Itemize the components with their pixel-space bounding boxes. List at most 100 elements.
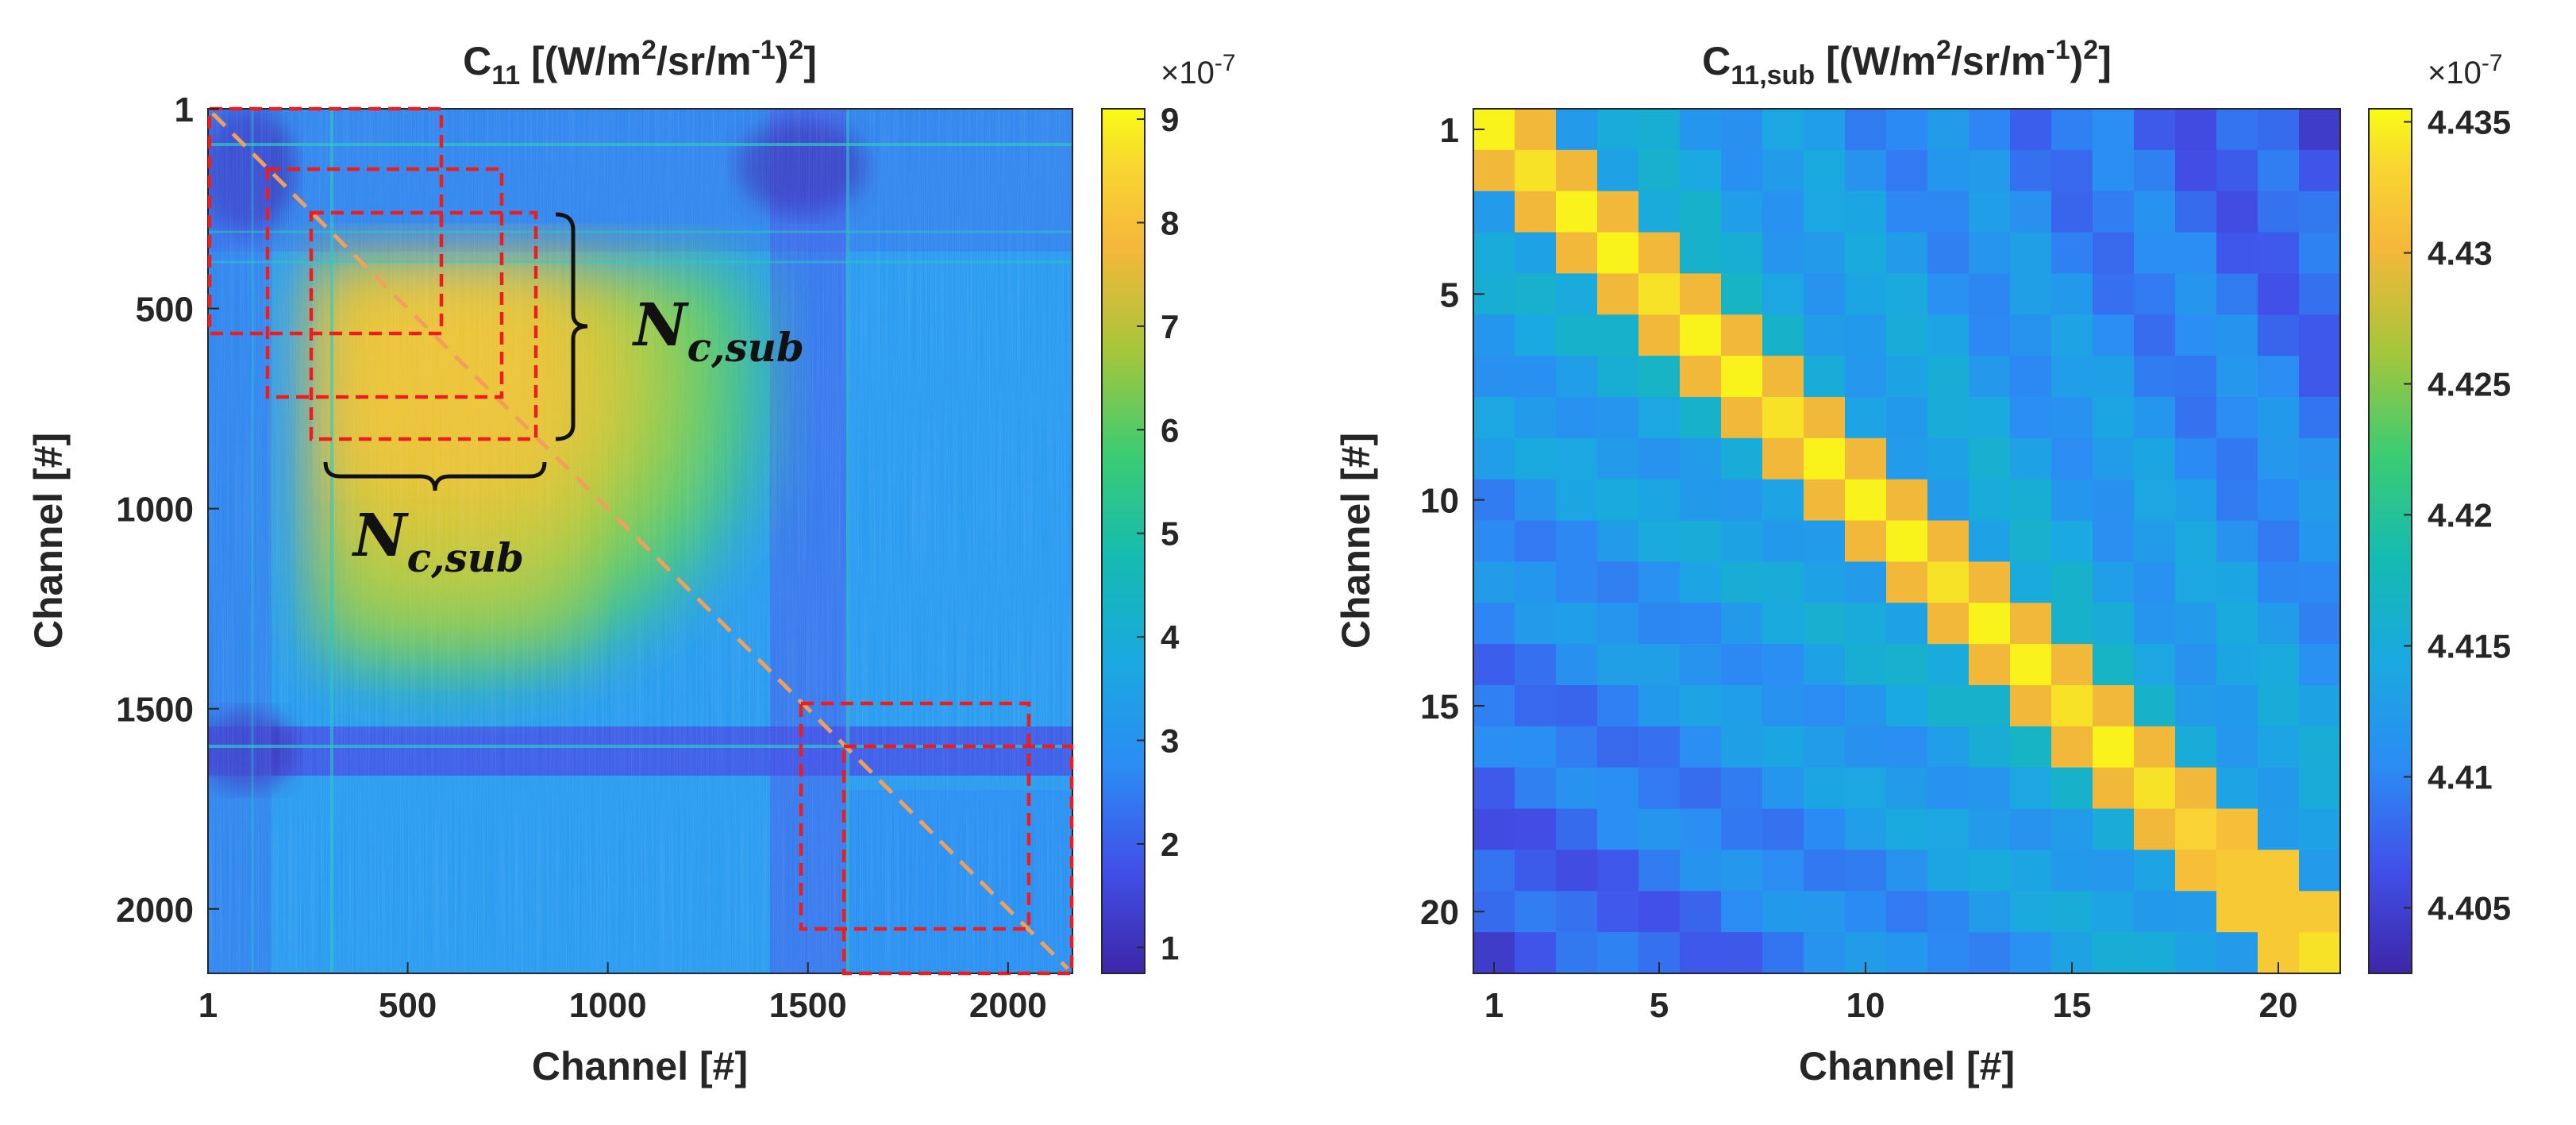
heatmap-cell	[1556, 356, 1598, 398]
heatmap-cell	[2175, 850, 2217, 892]
heatmap-cell	[1804, 232, 1846, 275]
right-y-tick-label: 10	[1420, 482, 1459, 521]
heatmap-cell	[1515, 397, 1557, 439]
heatmap-cell	[2093, 644, 2135, 686]
heatmap-cell	[1721, 932, 1763, 974]
heatmap-cell	[2299, 191, 2341, 233]
heatmap-cell	[2010, 726, 2052, 769]
heatmap-cell	[1597, 808, 1639, 851]
heatmap-cell	[1845, 808, 1887, 851]
horizontal-bracket	[323, 461, 547, 491]
heatmap-cell	[1515, 850, 1557, 892]
heatmap-cell	[1762, 891, 1804, 933]
heatmap-cell	[2175, 397, 2217, 439]
heatmap-cell	[1969, 479, 2011, 522]
heatmap-cell	[2093, 726, 2135, 769]
heatmap-cell	[2134, 891, 2176, 933]
heatmap-cell	[1680, 437, 1722, 480]
heatmap-cell	[2010, 314, 2052, 356]
heatmap-cell	[1680, 561, 1722, 603]
heatmap-cell	[1762, 767, 1804, 810]
heatmap-cell	[2258, 356, 2300, 398]
heatmap-cell	[2299, 726, 2341, 769]
heatmap-cell	[2216, 191, 2258, 233]
heatmap-cell	[1638, 273, 1681, 315]
right-colorbar-tick-label: 4.435	[2428, 104, 2511, 141]
heatmap-cell	[1515, 561, 1557, 603]
heatmap-cell	[1804, 603, 1846, 645]
heatmap-cell	[1721, 603, 1763, 645]
heatmap-cell	[1473, 808, 1515, 851]
heatmap-cell	[1804, 479, 1846, 522]
heatmap-cell	[1515, 109, 1557, 151]
heatmap-cell	[1845, 356, 1887, 398]
heatmap-cell	[2299, 273, 2341, 315]
heatmap-cell	[2051, 314, 2093, 356]
heatmap-cell	[2134, 397, 2176, 439]
heatmap-cell	[1597, 397, 1639, 439]
heatmap-cell	[1680, 644, 1722, 686]
heatmap-cell	[1969, 273, 2011, 315]
heatmap-cell	[2010, 685, 2052, 727]
right-x-axis-label: Channel [#]	[1799, 1044, 2015, 1088]
heatmap-cell	[2175, 273, 2217, 315]
heatmap-cell	[2299, 850, 2341, 892]
heatmap-cell	[1556, 603, 1598, 645]
heatmap-cell	[2051, 767, 2093, 810]
subset-box-3	[309, 210, 538, 441]
heatmap-cell	[2299, 891, 2341, 933]
heatmap-cell	[1680, 891, 1722, 933]
right-x-tick-label: 5	[1650, 986, 1669, 1025]
heatmap-cell	[1969, 850, 2011, 892]
heatmap-cell	[1721, 232, 1763, 275]
heatmap-cell	[2299, 479, 2341, 522]
heatmap-cell	[1473, 644, 1515, 686]
right-colorbar-exponent: ×10-7	[2428, 50, 2503, 91]
left-plot-frame	[207, 108, 1073, 974]
heatmap-cell	[1969, 397, 2011, 439]
heatmap-cell	[1680, 191, 1722, 233]
heatmap-cell	[1886, 932, 1928, 974]
heatmap-cell	[1473, 767, 1515, 810]
annotation-nc-sub-right: Nc,sub	[632, 291, 804, 371]
heatmap-cell	[1886, 520, 1928, 563]
heatmap-cell	[2010, 850, 2052, 892]
heatmap-cell	[2134, 932, 2176, 974]
heatmap-cell	[1804, 314, 1846, 356]
right-y-axis-label: Channel [#]	[1334, 433, 1378, 649]
heatmap-cell	[1804, 808, 1846, 851]
heatmap-cell	[1927, 191, 1970, 233]
heatmap-cell	[1927, 479, 1970, 522]
heatmap-cell	[1969, 149, 2011, 192]
heatmap-cell	[1597, 520, 1639, 563]
heatmap-cell	[1680, 397, 1722, 439]
heatmap-cell	[1638, 232, 1681, 275]
heatmap-cell	[1927, 109, 1970, 151]
heatmap-cell	[1680, 520, 1722, 563]
heatmap-cell	[1721, 808, 1763, 851]
heatmap-cell	[2258, 850, 2300, 892]
heatmap-cell	[1597, 273, 1639, 315]
heatmap-cell	[2134, 314, 2176, 356]
heatmap-cell	[2051, 520, 2093, 563]
heatmap-cell	[2010, 273, 2052, 315]
left-colorbar-tick-label: 2	[1161, 826, 1179, 863]
heatmap-cell	[1597, 356, 1639, 398]
heatmap-cell	[1927, 520, 1970, 563]
heatmap-cell	[2299, 685, 2341, 727]
right-x-tick-label: 15	[2053, 986, 2092, 1025]
heatmap-cell	[1473, 603, 1515, 645]
heatmap-cell	[2299, 437, 2341, 480]
heatmap-cell	[1556, 932, 1598, 974]
heatmap-cell	[1597, 109, 1639, 151]
heatmap-cell	[2093, 808, 2135, 851]
heatmap-cell	[1886, 109, 1928, 151]
heatmap-cell	[1721, 726, 1763, 769]
heatmap-cell	[1597, 932, 1639, 974]
heatmap-cell	[1721, 356, 1763, 398]
heatmap-cell	[2216, 397, 2258, 439]
heatmap-cell	[2010, 644, 2052, 686]
heatmap-cell	[2175, 232, 2217, 275]
heatmap-cell	[1515, 808, 1557, 851]
heatmap-cell	[2258, 314, 2300, 356]
